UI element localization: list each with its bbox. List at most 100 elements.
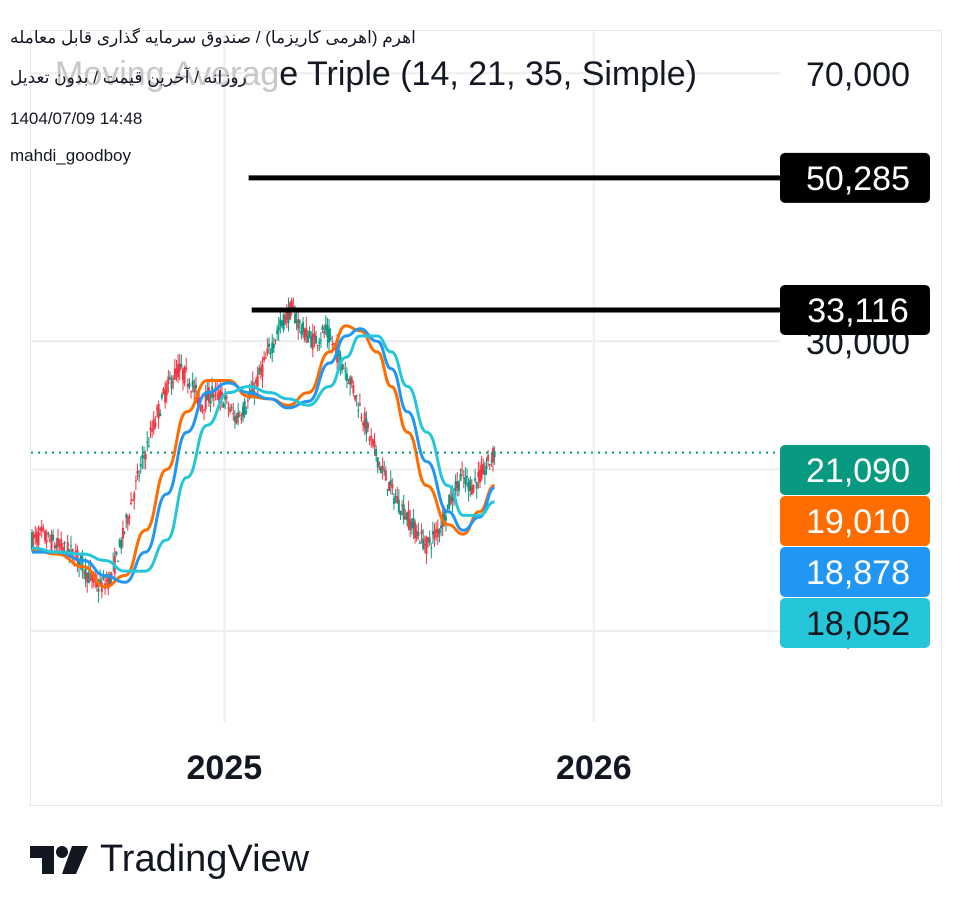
candle-body [344, 370, 347, 372]
candle-body [107, 575, 110, 590]
candle-body [276, 330, 279, 335]
candle-body [449, 497, 452, 504]
candle-body [172, 381, 175, 383]
candle-body [324, 324, 327, 331]
candle-body [469, 479, 472, 491]
level-price-box [780, 152, 930, 203]
candle-body [474, 478, 477, 481]
candle-body [370, 435, 373, 439]
candle-body [157, 404, 160, 419]
candle-body [315, 336, 318, 344]
candle-body [164, 390, 167, 403]
study-title-faded: Moving Averag [55, 55, 280, 93]
candle-body [238, 415, 241, 417]
author-name: mahdi_goodboy [10, 146, 131, 165]
candle-body [350, 377, 353, 384]
candle-body [264, 357, 267, 359]
chart-settings: روزانه / آخرین قیمت / بدون تعدیل [10, 68, 247, 87]
candle-body [105, 580, 108, 582]
candle-body [272, 343, 275, 349]
candle-body [430, 547, 433, 549]
candle-body [261, 364, 264, 377]
candle-body [32, 534, 35, 539]
candle-body [266, 348, 269, 353]
candle-body [360, 416, 363, 419]
candle-body [363, 412, 366, 429]
candle-body [207, 387, 210, 403]
candle-body [190, 391, 193, 393]
candle-body [267, 343, 270, 348]
candle-body [245, 411, 248, 413]
candle-body [123, 531, 126, 533]
price-label-box [780, 496, 930, 546]
candle-body [379, 466, 382, 474]
tradingview-brand[interactable]: TradingView [30, 838, 309, 881]
candle-body [84, 565, 87, 580]
candle-body [86, 573, 89, 583]
price-label-box [780, 445, 930, 495]
candle-body [206, 390, 209, 401]
candle-body [181, 368, 184, 380]
candle-body [331, 343, 334, 345]
candle-body [388, 481, 391, 491]
candle-body [298, 320, 301, 323]
candle-body [126, 516, 129, 525]
candle-body [487, 455, 490, 461]
candle-body [271, 342, 274, 353]
candle-body [337, 349, 340, 356]
candle-body [438, 529, 441, 533]
candle-body [410, 521, 413, 529]
candle-body [292, 306, 295, 309]
candle-body [50, 534, 53, 551]
candle-body [66, 541, 69, 557]
candle-body [472, 484, 475, 492]
candle-body [159, 413, 162, 417]
snapshot-datetime: 1404/07/09 14:48 [10, 109, 143, 128]
candle-body [329, 337, 332, 340]
candle-body [144, 454, 147, 460]
candle-body [277, 326, 280, 331]
level-price-box [780, 284, 930, 335]
candle-body [488, 464, 491, 466]
candle-body [391, 484, 394, 489]
candle-body [404, 516, 407, 519]
candle-body [91, 574, 94, 581]
candle-body [478, 469, 481, 483]
candle-body [303, 329, 306, 341]
candle-body [217, 392, 220, 401]
candle-body [466, 476, 469, 478]
candle-body [302, 322, 305, 332]
candle-body [99, 579, 102, 584]
candle-body [48, 539, 51, 541]
candle-body [201, 406, 204, 408]
candle-body [258, 367, 261, 375]
candle-body [412, 517, 415, 529]
candle-body [138, 475, 141, 477]
candle-body [154, 422, 157, 427]
candle-body [493, 451, 496, 458]
candle-body [87, 572, 90, 584]
candle-body [386, 489, 389, 491]
candle-body [53, 545, 56, 549]
candle-body [295, 320, 298, 323]
candle-body [414, 522, 417, 538]
candle-body [349, 377, 352, 385]
candle-body [118, 540, 121, 547]
y-tick-label: 70,000 [806, 56, 910, 94]
candle-body [383, 470, 386, 472]
candle-body [56, 538, 59, 547]
candle-body [251, 382, 254, 396]
candle-body [280, 320, 283, 325]
candle-body [436, 529, 439, 538]
candle-body [162, 388, 165, 394]
candle-body [63, 542, 66, 544]
candle-body [284, 315, 287, 324]
candle-body [402, 504, 405, 520]
candle-body [373, 441, 376, 447]
candle-body [305, 327, 308, 338]
candle-body [384, 470, 387, 481]
candle-body [310, 335, 313, 347]
candle-body [459, 473, 462, 481]
candle-body [342, 368, 345, 370]
